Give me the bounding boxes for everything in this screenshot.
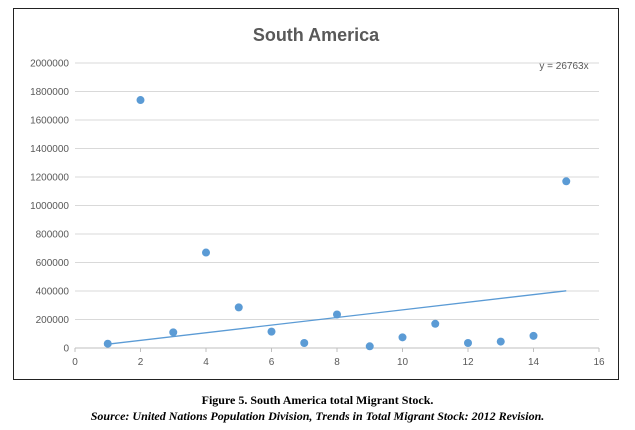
axes: 0 200000 400000 600000 800000 1000000 1200000 1… [30,59,605,369]
data-point [431,319,440,328]
x-tick-label: 2 [138,357,144,368]
y-tick-label: 1400000 [30,144,69,155]
y-tick-label: 1200000 [30,173,69,184]
y-tick-label: 200000 [36,315,70,326]
trendline-equation-label: y = 26763x [539,61,588,72]
chart-frame: South America 0 200000 400000 600000 800000 1… [13,8,619,380]
data-point [496,337,505,346]
data-point [136,96,145,105]
y-tick-label: 1800000 [30,87,69,98]
chart-title: South America [253,25,380,45]
data-point [103,339,112,348]
data-point [300,339,309,348]
figure-title: Figure 5. South America total Migrant St… [201,393,434,407]
grid-lines [75,62,599,320]
x-tick-label: 8 [334,357,340,368]
figure-source: Source: United Nations Population Divisi… [90,409,545,423]
y-tick-label: 800000 [36,230,70,241]
x-tick-label: 10 [397,357,409,368]
data-point [464,339,472,348]
data-point [398,333,407,342]
data-point [333,310,341,319]
data-point [234,303,243,312]
y-tick-label: 1000000 [30,201,69,212]
x-tick-label: 12 [462,357,474,368]
y-tick-label: 0 [63,344,69,355]
y-tick-label: 600000 [36,258,70,269]
data-point [202,248,210,257]
data-points [103,96,571,351]
data-point [365,342,374,351]
data-point [529,331,538,340]
data-point [562,177,571,186]
x-tick-label: 6 [269,357,275,368]
data-point [267,327,276,336]
y-tick-label: 1600000 [30,116,69,127]
y-tick-label: 400000 [36,287,70,298]
x-tick-label: 0 [72,357,78,368]
figure-caption: Figure 5. South America total Migrant St… [0,392,635,424]
y-tick-label: 2000000 [30,59,69,70]
x-tick-label: 14 [528,357,540,368]
x-tick-label: 4 [203,357,209,368]
data-point [169,328,178,337]
scatter-chart: South America 0 200000 400000 600000 800000 1… [30,25,605,369]
x-tick-label: 16 [593,357,605,368]
